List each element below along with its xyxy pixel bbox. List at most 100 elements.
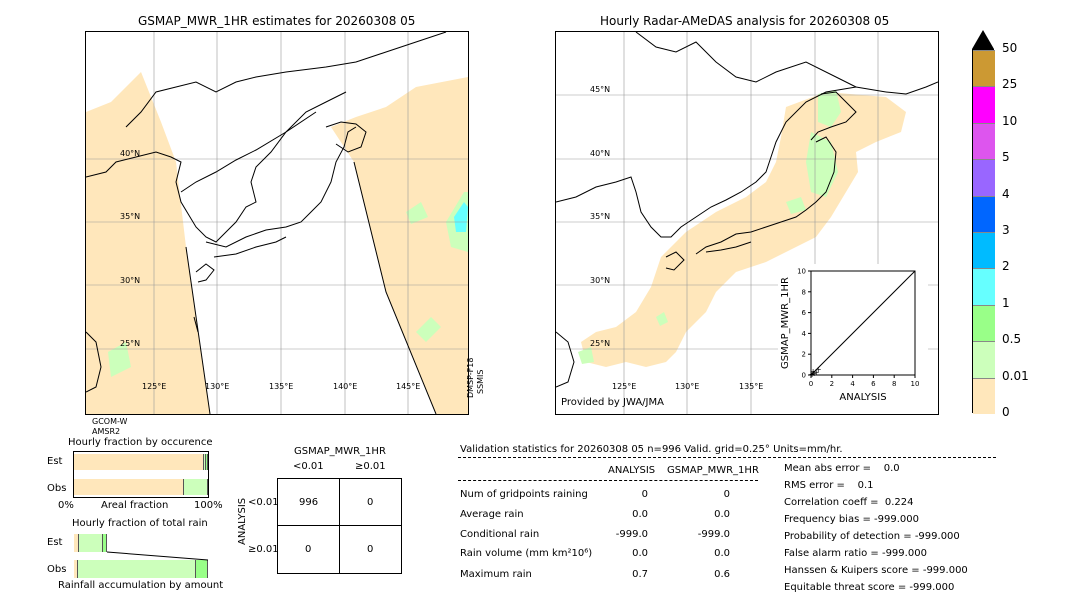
- colorbar-over-arrow: [972, 30, 994, 49]
- tot-obs-bar: [74, 560, 208, 578]
- scatter-x-tick-label: 4: [850, 380, 855, 388]
- colorbar-segment: [973, 122, 995, 160]
- left-lon-130: 130°E: [205, 382, 230, 391]
- tot-est-label: Est: [47, 537, 63, 548]
- right-lon-130: 130°E: [675, 382, 700, 391]
- score-6: False alarm ratio = -999.000: [784, 548, 927, 559]
- left-nodata-east: [331, 77, 468, 414]
- stat-analysis-1: 0: [641, 489, 648, 500]
- occ-x-right: 100%: [194, 500, 223, 511]
- stat-label-3: Conditional rain: [460, 529, 540, 540]
- right-map-title: Hourly Radar-AMeDAS analysis for 2026030…: [600, 14, 890, 28]
- contingency-cell-12: 0: [367, 497, 374, 508]
- stat-label-1: Num of gridpoints raining: [460, 489, 588, 500]
- scatter-x-tick-label: 6: [871, 380, 876, 388]
- colorbar-segment: [973, 159, 995, 196]
- stat-label-4: Rain volume (mm km²10⁶): [460, 548, 593, 559]
- occ-est-label: Est: [47, 456, 63, 467]
- stat-label-2: Average rain: [460, 509, 524, 520]
- occurence-title: Hourly fraction by occurence: [68, 437, 213, 448]
- stat-analysis-3: -999.0: [615, 529, 648, 540]
- contingency-row-1: <0.01: [248, 497, 279, 508]
- right-sensor-2: SSMIS: [476, 369, 485, 395]
- right-lat-35: 35°N: [590, 212, 611, 221]
- left-lat-40: 40°N: [120, 149, 141, 158]
- tot-connector: [106, 551, 209, 561]
- left-map-title: GSMAP_MWR_1HR estimates for 20260308 05: [138, 14, 416, 28]
- colorbar-tick-label: 25: [1002, 77, 1018, 92]
- left-lon-135: 135°E: [269, 382, 294, 391]
- colorbar-tick-label: 3: [1002, 223, 1010, 237]
- scatter-x-tick-label: 8: [892, 380, 896, 388]
- colorbar-segment: [973, 341, 995, 378]
- stat-analysis-4: 0.0: [632, 548, 648, 559]
- stat-gsmap-5: 0.6: [714, 569, 730, 580]
- right-map: 45°N 40°N 35°N 30°N 25°N 125°E 130°E 135…: [555, 31, 939, 415]
- validation-col-analysis: ANALYSIS: [608, 465, 656, 476]
- scatter-point: +: [811, 369, 818, 378]
- left-map: 40°N 35°N 30°N 25°N 125°E 130°E 135°E 14…: [85, 31, 469, 415]
- fraction-segment-nodata: [74, 479, 184, 495]
- colorbar-tick-label: 5: [1002, 150, 1010, 165]
- stat-gsmap-1: 0: [723, 489, 730, 500]
- fraction-segment-light: [78, 560, 196, 578]
- right-lat-30: 30°N: [590, 276, 611, 285]
- right-lon-135: 135°E: [739, 382, 764, 391]
- scatter-y-tick-label: 8: [802, 288, 806, 296]
- colorbar-tick-label: 2: [1002, 259, 1010, 274]
- right-lat-45: 45°N: [590, 85, 611, 94]
- scatter-y-tick-label: 0: [802, 372, 806, 380]
- fraction-segment-light: [183, 479, 208, 495]
- fraction-segment-nodata: [74, 454, 204, 470]
- colorbar-segment: [973, 232, 995, 269]
- colorbar-segment: [973, 50, 995, 87]
- fraction-segment-light: [203, 454, 206, 470]
- colorbar-segment: [973, 268, 995, 305]
- scatter-y-tick-label: 2: [802, 351, 806, 359]
- left-map-canvas: [86, 32, 468, 414]
- right-map-canvas: [556, 32, 938, 414]
- fraction-segment-green: [103, 534, 108, 552]
- tot-est-bar: [74, 534, 208, 552]
- right-lat-25: 25°N: [590, 339, 611, 348]
- total-rain-title: Hourly fraction of total rain: [72, 518, 208, 529]
- scatter-point: +: [809, 370, 816, 379]
- occ-obs-label: Obs: [47, 483, 67, 494]
- contingency-cell-21: 0: [305, 544, 312, 555]
- tot-obs-label: Obs: [47, 564, 67, 575]
- colorbar-tick-label: 4: [1002, 186, 1010, 201]
- occ-x-left: 0%: [58, 500, 74, 511]
- scatter-y-tick-label: 6: [802, 309, 807, 317]
- scatter-point: +: [815, 365, 822, 374]
- right-lat-40: 40°N: [590, 149, 611, 158]
- left-lat-25: 25°N: [120, 339, 141, 348]
- right-lon-125: 125°E: [612, 382, 637, 391]
- scatter-y-tick-label: 4: [802, 330, 807, 338]
- scatter-point: +: [813, 368, 820, 377]
- colorbar-over-triangle: [972, 30, 994, 49]
- colorbar-tick-label: 10: [1002, 113, 1018, 128]
- scatter-x-tick-label: 2: [830, 380, 834, 388]
- stat-gsmap-3: -999.0: [697, 529, 730, 540]
- credit-text: Provided by JWA/JMA: [561, 397, 664, 408]
- scatter-point: +: [810, 367, 817, 376]
- stat-label-5: Maximum rain: [460, 569, 532, 580]
- validation-dash: [458, 457, 996, 458]
- contingency-col-2: ≥0.01: [355, 461, 386, 472]
- stat-analysis-2: 0.0: [632, 509, 648, 520]
- left-lon-145: 145°E: [396, 382, 421, 391]
- occ-obs-bar: [74, 479, 208, 495]
- contingency-row-2: ≥0.01: [248, 544, 279, 555]
- score-7: Hanssen & Kuipers score = -999.000: [784, 565, 968, 576]
- colorbar-segment: [973, 195, 995, 232]
- scatter-inset: 0 0 2 2 4 4 6 6 8 8 10 10 + + + + + ANALYSIS GSMAP_MWR_1HR: [778, 264, 928, 414]
- colorbar-segment: [973, 377, 995, 414]
- fraction-segment-light: [79, 534, 104, 552]
- scatter-x-tick-label: 0: [809, 380, 813, 388]
- score-5: Probability of detection = -999.000: [784, 531, 960, 542]
- colorbar-tick-label: 50: [1002, 41, 1018, 55]
- scatter-y-label: GSMAP_MWR_1HR: [780, 277, 791, 369]
- stat-gsmap-4: 0.0: [714, 548, 730, 559]
- score-4: Frequency bias = -999.000: [784, 514, 919, 525]
- fraction-segment-green: [195, 560, 208, 578]
